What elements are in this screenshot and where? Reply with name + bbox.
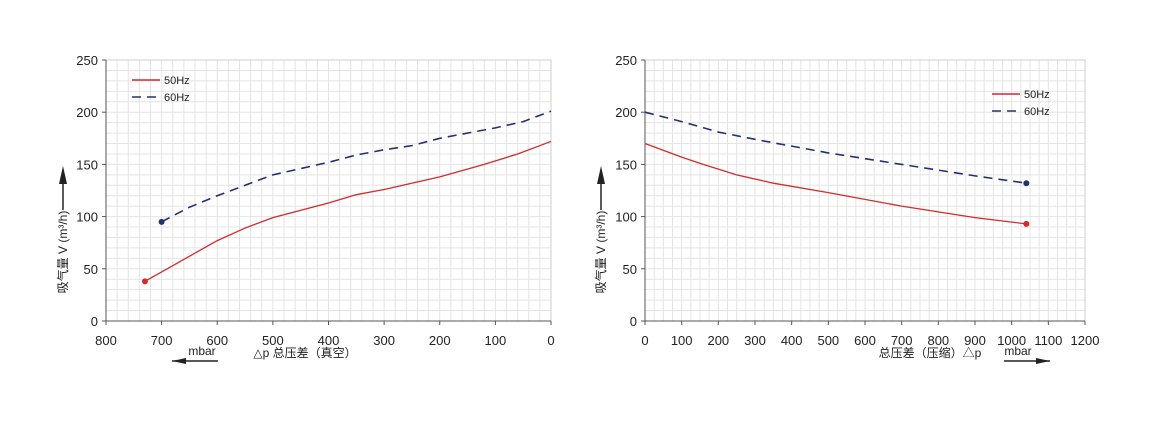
- legend-label-60Hz: 60Hz: [1024, 106, 1050, 118]
- x-unit-label: mbar: [1004, 344, 1031, 358]
- legend-label-60Hz: 60Hz: [164, 92, 190, 104]
- legend-label-50Hz: 50Hz: [164, 75, 190, 87]
- y-tick-label: 0: [630, 314, 637, 329]
- y-axis-label: 吸气量 V (m³/h): [593, 211, 608, 294]
- x-tick-label: 200: [707, 333, 729, 348]
- x-tick-label: 500: [262, 333, 284, 348]
- x-tick-label: 0: [641, 333, 648, 348]
- x-tick-label: 400: [781, 333, 803, 348]
- series-endpoint-60Hz: [1023, 180, 1030, 187]
- x-tick-label: 200: [429, 333, 451, 348]
- chart-vacuum: 0 50 100 150 200 250 800 700 600 500 400 300 200 100 0…: [55, 53, 555, 364]
- chart-pressure: 0 50 100 150 200 250 0 100 200 300 400 500 600 700 800…: [593, 53, 1099, 364]
- y-tick-label: 100: [615, 210, 637, 225]
- x-tick-label: 1200: [1071, 333, 1100, 348]
- y-tick-label: 250: [76, 53, 98, 68]
- x-tick-label: 500: [817, 333, 839, 348]
- y-axis-label: 吸气量 V (m³/h): [55, 211, 70, 294]
- x-tick-label: 100: [671, 333, 693, 348]
- y-tick-label: 100: [76, 210, 98, 225]
- series-endpoint-60Hz: [158, 218, 165, 225]
- y-arrow-head-icon: [597, 166, 605, 184]
- x-tick-label: 0: [547, 333, 554, 348]
- series-endpoint-50Hz: [1023, 220, 1030, 227]
- x-unit-label: mbar: [188, 344, 215, 358]
- x-tick-label: 100: [485, 333, 507, 348]
- x-tick-label: 700: [151, 333, 173, 348]
- x-axis-label: 总压差（压缩）△p: [879, 345, 982, 360]
- series-line-50Hz: [644, 142, 1027, 225]
- y-tick-label: 0: [91, 314, 98, 329]
- x-tick-label: 400: [318, 333, 340, 348]
- x-tick-label: 300: [373, 333, 395, 348]
- y-arrow-head-icon: [59, 166, 67, 184]
- y-tick-label: 150: [615, 157, 637, 172]
- legend-label-50Hz: 50Hz: [1024, 89, 1050, 101]
- series-line-60Hz: [161, 110, 552, 223]
- x-tick-label: 700: [891, 333, 913, 348]
- y-tick-label: 50: [84, 262, 98, 277]
- y-tick-label: 150: [76, 157, 98, 172]
- x-tick-label: 600: [854, 333, 876, 348]
- x-tick-label: 800: [927, 333, 949, 348]
- series-line-60Hz: [644, 111, 1027, 184]
- x-tick-label: 300: [744, 333, 766, 348]
- y-tick-label: 50: [623, 262, 637, 277]
- series-endpoint-50Hz: [141, 278, 148, 285]
- x-tick-label: 900: [964, 333, 986, 348]
- x-arrow-head-icon: [172, 358, 186, 364]
- y-tick-label: 250: [615, 53, 637, 68]
- x-tick-label: 1100: [1034, 333, 1062, 348]
- series-line-50Hz: [144, 140, 552, 282]
- x-tick-label: 600: [206, 333, 228, 348]
- x-tick-label: 800: [95, 333, 117, 348]
- y-tick-label: 200: [76, 105, 98, 120]
- y-tick-label: 200: [615, 105, 637, 120]
- x-arrow-head-icon: [1036, 358, 1050, 364]
- x-axis-label: △p 总压差（真空）: [253, 346, 356, 360]
- x-tick-label: 1000: [997, 333, 1026, 348]
